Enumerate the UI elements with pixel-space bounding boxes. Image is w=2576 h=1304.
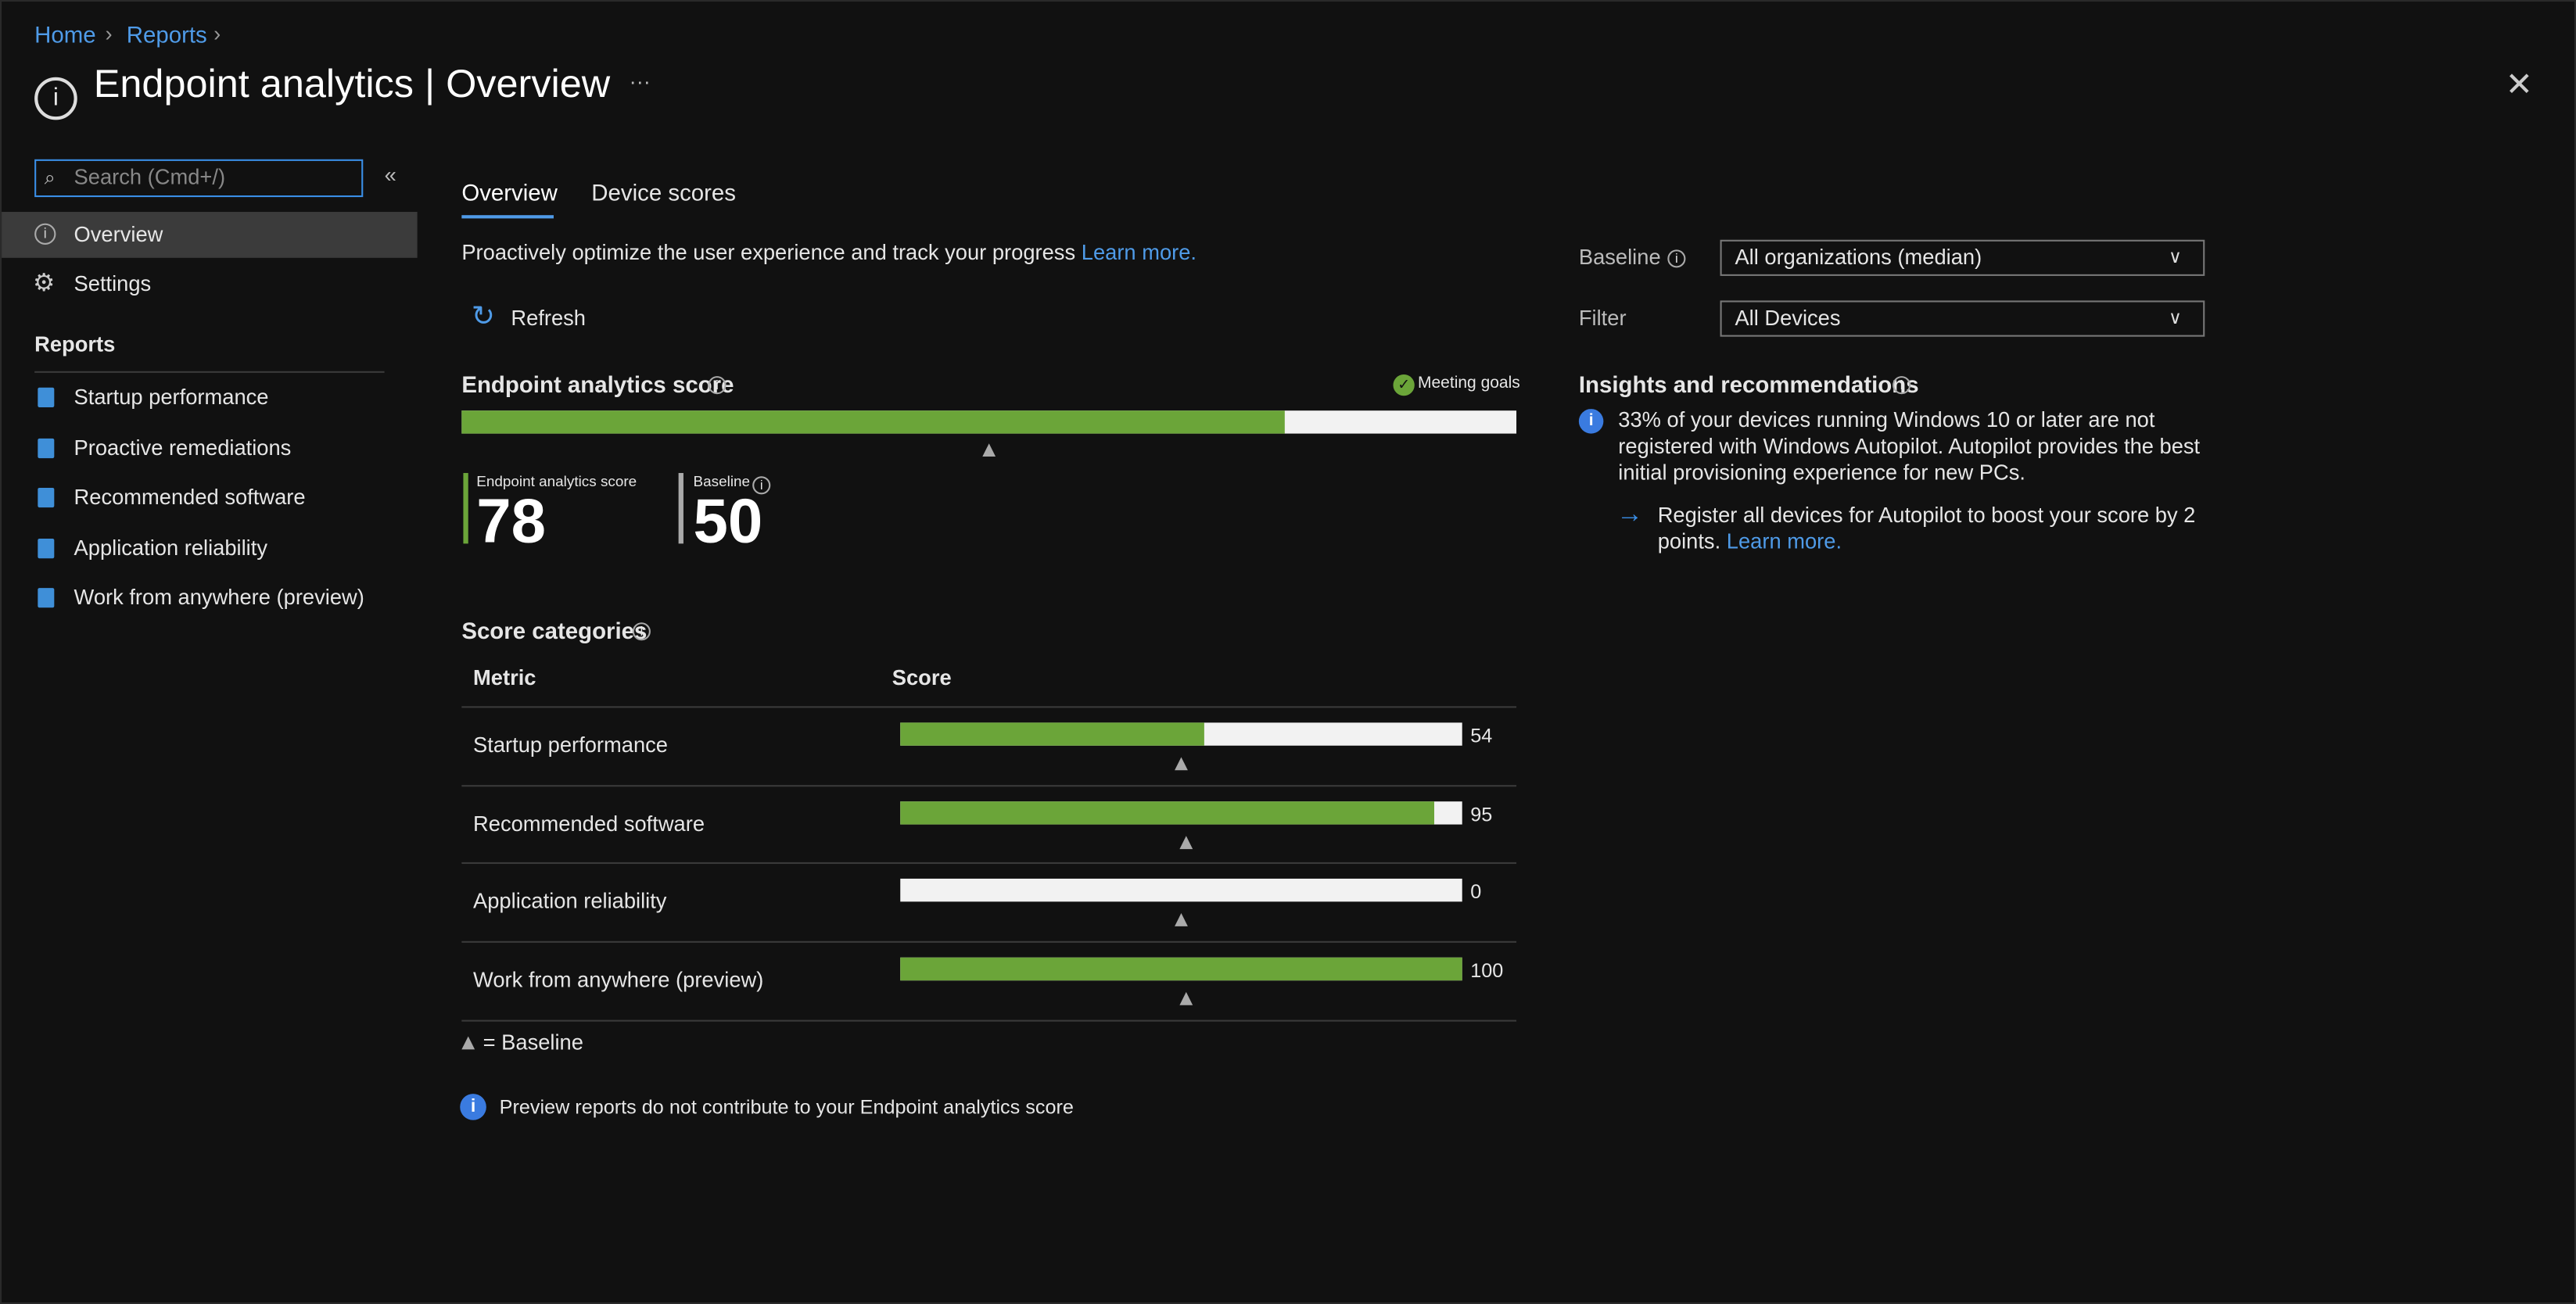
tab[interactable]: Device scores — [591, 178, 736, 206]
chevron: › — [213, 21, 221, 46]
baseline-label: Baseline — [693, 473, 751, 490]
overview-icon: i — [34, 223, 56, 245]
collapse-button[interactable]: « — [384, 162, 396, 188]
metric-name: Application reliability — [473, 889, 667, 914]
section-title: Score categories — [461, 617, 648, 644]
baseline-marker — [1180, 835, 1194, 849]
baseline-marker — [982, 443, 996, 457]
breadcrumb-link[interactable]: Home — [34, 21, 96, 48]
report-icon — [38, 588, 55, 608]
row-divider — [461, 862, 1517, 865]
search-box[interactable] — [34, 159, 364, 198]
intro-text: Proactively optimize the user experience… — [461, 238, 1197, 268]
score-value: 100 — [1470, 959, 1504, 983]
legend-text: = Baseline — [483, 1030, 583, 1055]
row-divider — [461, 940, 1517, 944]
nav-section: Reports — [34, 331, 116, 356]
info-icon: i — [1578, 409, 1604, 434]
info-icon: i — [632, 622, 651, 641]
baseline-marker — [1180, 992, 1194, 1005]
metric-name: Recommended software — [473, 811, 705, 836]
score-value: 95 — [1470, 802, 1493, 826]
column-header: Metric — [473, 665, 536, 690]
info-icon: i — [34, 77, 77, 120]
nav-item[interactable]: Application reliability — [74, 534, 267, 560]
baseline-marker — [1175, 757, 1188, 771]
action-text: Register all devices for Autopilot to bo… — [1657, 502, 2196, 553]
score-accent — [463, 473, 468, 544]
divider — [34, 371, 385, 373]
dropdown-chevron: ∨ — [2169, 248, 2182, 268]
nav-item[interactable]: Work from anywhere (preview) — [74, 584, 364, 610]
insight-action: Register all devices for Autopilot to bo… — [1658, 503, 2200, 555]
refresh-button[interactable]: Refresh — [511, 305, 587, 331]
info-icon: i — [752, 476, 771, 495]
nav-item[interactable]: Overview — [74, 221, 163, 247]
report-icon — [38, 437, 55, 458]
report-icon — [38, 387, 55, 407]
dropdown[interactable] — [1720, 300, 2205, 337]
intro: Proactively optimize the user experience… — [461, 239, 1076, 265]
section-title: Endpoint analytics score — [461, 371, 734, 398]
filter-label: Baseline — [1578, 245, 1661, 270]
score-bar-fill — [900, 722, 1204, 746]
baseline-marker — [1175, 913, 1188, 927]
info-icon: i — [708, 376, 727, 395]
row-divider — [461, 784, 1517, 786]
report-icon — [38, 487, 55, 508]
search-icon: ⌕ — [44, 166, 56, 189]
score-bar-fill — [900, 957, 1462, 981]
refresh-icon: ↻ — [471, 300, 495, 332]
tab[interactable]: Overview — [461, 178, 558, 206]
score-value: 78 — [476, 487, 547, 557]
legend-marker — [461, 1036, 475, 1050]
chevron: › — [105, 21, 113, 46]
metric-name: Startup performance — [473, 732, 669, 758]
section-title: Insights and recommendations — [1578, 371, 1919, 398]
more-button[interactable]: ··· — [629, 69, 651, 94]
dropdown-chevron: ∨ — [2169, 308, 2182, 329]
score-value: 54 — [1470, 724, 1493, 747]
search-placeholder[interactable]: Search (Cmd+/) — [74, 164, 226, 189]
filter-label: Filter — [1578, 305, 1627, 331]
score-bar-fill — [900, 801, 1434, 824]
close-button[interactable]: ✕ — [2505, 67, 2533, 104]
baseline-accent — [678, 473, 683, 544]
learn-more-link[interactable]: Learn more. — [1726, 528, 1842, 553]
score-value: 0 — [1470, 880, 1482, 905]
arrow-icon: → — [1616, 500, 1643, 529]
nav-item[interactable]: Recommended software — [74, 484, 306, 510]
learn-more-link[interactable]: Learn more. — [1081, 239, 1197, 265]
nav-item[interactable]: Startup performance — [74, 384, 269, 410]
info-icon: i — [1667, 249, 1686, 268]
row-divider — [461, 1019, 1517, 1022]
baseline-value: 50 — [693, 487, 763, 557]
nav-item[interactable]: Proactive remediations — [74, 434, 292, 460]
page-title: Endpoint analytics | Overview — [93, 62, 611, 107]
breadcrumb-link[interactable]: Reports — [126, 21, 207, 48]
note: Preview reports do not contribute to you… — [499, 1095, 1074, 1119]
tab-underline — [461, 215, 554, 219]
column-header: Score — [892, 665, 952, 690]
metric-name: Work from anywhere (preview) — [473, 967, 764, 993]
report-icon — [38, 538, 55, 558]
status-icon: ✓ — [1393, 374, 1415, 396]
nav-item[interactable]: Settings — [74, 270, 152, 296]
status-text: Meeting goals — [1417, 374, 1520, 393]
row-divider — [461, 706, 1517, 708]
selected-row — [2, 212, 418, 258]
info-icon: i — [1893, 376, 1911, 395]
settings-icon: ⚙ — [33, 269, 56, 298]
dropdown-value[interactable]: All organizations (median) — [1735, 245, 1982, 270]
dropdown-value[interactable]: All Devices — [1735, 305, 1841, 331]
score-bar-fill — [461, 410, 1285, 434]
info-icon: i — [460, 1094, 486, 1120]
score-label: Endpoint analytics score — [476, 473, 637, 490]
dropdown[interactable] — [1720, 239, 2205, 276]
score-bar-track — [900, 879, 1462, 903]
insight-text: 33% of your devices running Windows 10 o… — [1618, 407, 2201, 485]
